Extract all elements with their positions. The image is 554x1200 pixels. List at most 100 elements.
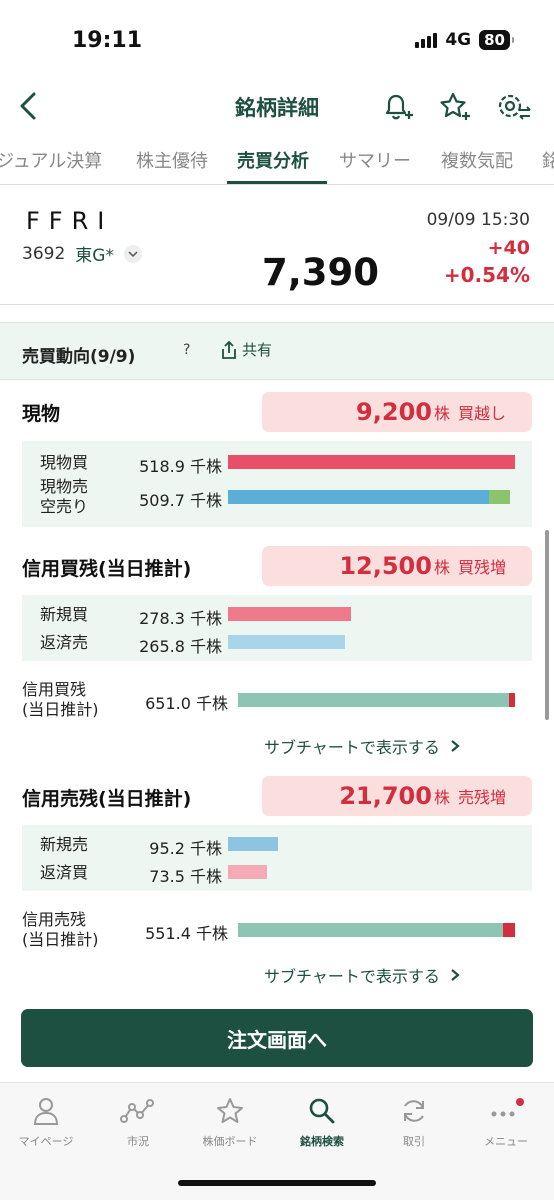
margin-sell-title: 信用売残(当日推計) xyxy=(22,788,192,810)
tab-trade-analysis[interactable]: 売買分析 xyxy=(237,151,309,172)
margin-buy-total-label: 信用買残 (当日推計) xyxy=(22,680,99,719)
bottom-nav-label: 株価ボード xyxy=(202,1135,258,1148)
market-line-icon xyxy=(120,1099,154,1123)
share-icon xyxy=(222,340,236,359)
spot-title: 現物 xyxy=(22,403,61,425)
spot-net-unit: 株 xyxy=(433,404,450,423)
star-icon xyxy=(217,1098,243,1123)
signal-icon xyxy=(415,32,438,48)
tab-more[interactable]: 銘 xyxy=(542,147,554,173)
stock-name: FFRI xyxy=(26,207,114,235)
home-indicator xyxy=(178,1180,376,1186)
bottom-nav-search[interactable]: 銘柄検索 xyxy=(276,1095,368,1149)
bottom-nav-label: 取引 xyxy=(403,1135,425,1148)
margin-sell-badge: 21,700 株 売残増 xyxy=(262,776,532,816)
tab-shareholder-benefits[interactable]: 株主優待 xyxy=(136,151,208,172)
repay-buy-bar xyxy=(228,865,267,879)
person-icon xyxy=(33,1098,59,1125)
price-datetime: 09/09 15:30 xyxy=(426,210,530,230)
stock-code: 3692 xyxy=(22,243,66,264)
margin-sell-total-label: 信用売残 (当日推計) xyxy=(22,910,99,949)
price-change: +40 xyxy=(487,237,530,259)
new-sell-value: 95.2 千株 xyxy=(149,839,222,858)
margin-buy-total-bar xyxy=(238,693,509,707)
bottom-nav-label: メニュー xyxy=(484,1135,528,1148)
spot-sell-bar xyxy=(228,490,489,504)
tab-bar: ジュアル決算 株主優待 売買分析 サマリー 複数気配 銘 xyxy=(0,135,554,185)
bottom-nav-label: 市況 xyxy=(127,1135,149,1148)
margin-sell-change-unit: 株 xyxy=(433,788,450,807)
tab-indicator xyxy=(227,181,327,184)
margin-buy-subchart-link[interactable]: サブチャートで表示する xyxy=(264,734,460,758)
price-change-percent: +0.54% xyxy=(443,263,530,287)
margin-buy-change-value: 12,500 xyxy=(339,552,432,580)
status-time: 19:11 xyxy=(72,28,143,53)
settings-button[interactable] xyxy=(492,86,534,128)
scrollbar[interactable] xyxy=(545,530,549,720)
new-buy-value: 278.3 千株 xyxy=(139,609,222,628)
stock-code-row: 3692 東G* xyxy=(22,241,142,266)
bell-plus-icon xyxy=(385,94,413,120)
network-type: 4G xyxy=(445,30,472,50)
gear-swap-icon xyxy=(498,94,531,120)
section-title: 売買動向(9/9) xyxy=(22,347,136,367)
margin-sell-box: 新規売 95.2 千株 返済買 73.5 千株 xyxy=(22,825,532,891)
status-bar: 19:11 4G 80 xyxy=(0,0,554,80)
order-screen-button[interactable]: 注文画面へ xyxy=(21,1009,533,1067)
spot-buy-value: 518.9 千株 xyxy=(139,457,222,476)
share-button[interactable]: 共有 xyxy=(220,339,272,360)
repay-buy-label: 返済買 xyxy=(40,863,89,882)
margin-buy-title: 信用買残(当日推計) xyxy=(22,558,192,580)
margin-buy-total-value: 651.0 千株 xyxy=(145,694,228,713)
new-sell-bar xyxy=(228,837,278,851)
bottom-nav-menu[interactable]: メニュー xyxy=(460,1095,552,1149)
spot-sell-label: 現物売 空売り xyxy=(40,477,89,516)
help-button[interactable]: ? xyxy=(183,342,191,358)
chevron-left-icon xyxy=(20,92,36,120)
bottom-nav-mypage[interactable]: マイページ xyxy=(0,1095,92,1149)
bottom-nav-board[interactable]: 株価ボード xyxy=(184,1095,276,1149)
margin-buy-box: 新規買 278.3 千株 返済売 265.8 千株 xyxy=(22,595,532,661)
subchart-label: サブチャートで表示する xyxy=(264,738,440,757)
chevron-right-icon xyxy=(451,740,460,752)
margin-sell-change-value: 21,700 xyxy=(339,782,432,810)
spot-sell-value: 509.7 千株 xyxy=(139,491,222,510)
nav-bar: 銘柄詳細 xyxy=(0,80,554,135)
bottom-nav-label: マイページ xyxy=(18,1135,74,1148)
search-icon xyxy=(309,1098,335,1124)
repay-buy-value: 73.5 千株 xyxy=(149,867,222,886)
bottom-nav-trade[interactable]: 取引 xyxy=(368,1095,460,1149)
tab-visual-earnings[interactable]: ジュアル決算 xyxy=(0,151,103,172)
spot-net-value: 9,200 xyxy=(356,398,432,426)
nav-actions xyxy=(376,86,534,128)
alert-add-button[interactable] xyxy=(376,86,418,128)
more-icon xyxy=(491,1098,524,1117)
stock-price: 7,390 xyxy=(262,251,380,294)
bottom-nav-market[interactable]: 市況 xyxy=(92,1095,184,1149)
short-sell-bar xyxy=(489,490,510,504)
market-selector[interactable]: 東G* xyxy=(75,246,114,266)
new-buy-label: 新規買 xyxy=(40,605,89,624)
repay-sell-label: 返済売 xyxy=(40,633,89,652)
margin-sell-subchart-link[interactable]: サブチャートで表示する xyxy=(264,963,460,987)
new-sell-label: 新規売 xyxy=(40,835,89,854)
favorite-add-button[interactable] xyxy=(434,86,476,128)
repay-sell-bar xyxy=(228,635,345,649)
margin-buy-increase-bar xyxy=(509,693,515,707)
share-label: 共有 xyxy=(242,341,273,359)
margin-sell-total-value: 551.4 千株 xyxy=(145,924,228,943)
spot-net-badge: 9,200 株 買越し xyxy=(262,392,532,432)
refresh-icon xyxy=(404,1100,424,1122)
tab-summary[interactable]: サマリー xyxy=(339,151,411,172)
tab-multi-quotes[interactable]: 複数気配 xyxy=(441,151,513,172)
spot-buy-bar xyxy=(228,455,515,469)
margin-buy-change-unit: 株 xyxy=(433,558,450,577)
bottom-nav-label: 銘柄検索 xyxy=(300,1135,344,1148)
back-button[interactable] xyxy=(8,86,48,126)
new-buy-bar xyxy=(228,607,351,621)
spot-net-label: 買越し xyxy=(457,404,506,423)
margin-sell-total-bar xyxy=(238,923,503,937)
margin-buy-change-label: 買残増 xyxy=(457,558,506,577)
market-dropdown-button[interactable] xyxy=(123,244,142,263)
margin-buy-badge: 12,500 株 買残増 xyxy=(262,546,532,586)
